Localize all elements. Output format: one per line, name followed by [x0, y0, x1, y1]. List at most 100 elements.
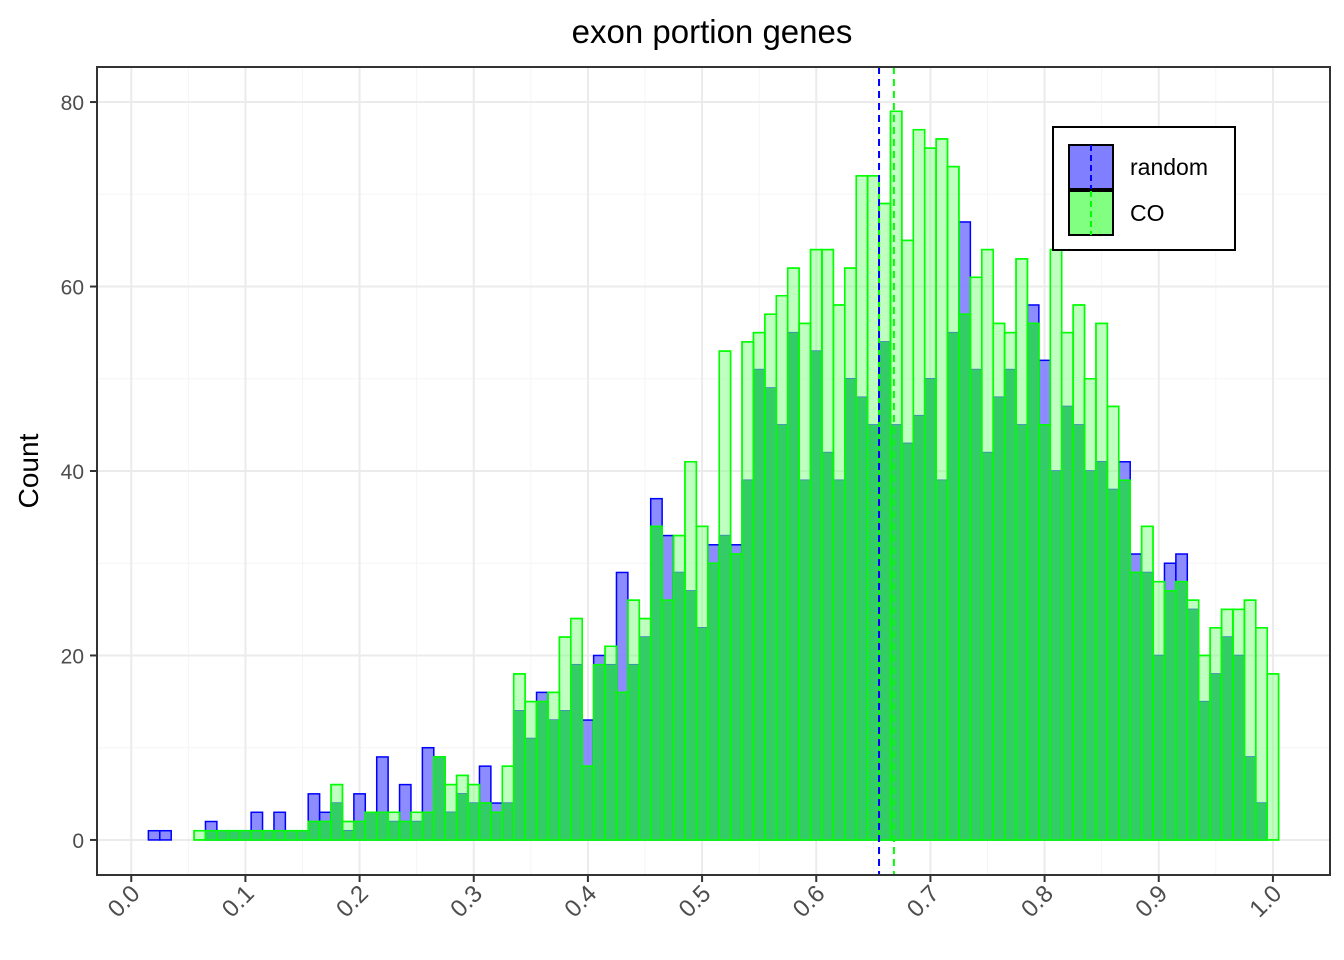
bar-overlap: [502, 803, 514, 840]
bar-overlap: [593, 664, 606, 840]
x-tick-label: 0.1: [217, 880, 260, 923]
bar-overlap: [947, 332, 959, 840]
bar-overlap: [251, 830, 263, 840]
bar-overlap: [879, 341, 891, 840]
y-tick-label: 80: [61, 92, 84, 115]
bar-overlap: [1175, 581, 1188, 840]
bar-co: [1266, 673, 1280, 841]
bar-overlap: [1153, 655, 1165, 840]
y-tick-label: 40: [61, 461, 84, 484]
bar-overlap: [867, 424, 880, 840]
y-tick-label: 0: [72, 830, 84, 853]
bar-overlap: [296, 830, 309, 840]
bar-overlap: [468, 803, 480, 840]
bar-overlap: [616, 692, 628, 840]
bar-overlap: [1073, 424, 1085, 840]
bar-outline-co: [330, 783, 344, 841]
bar-overlap: [570, 664, 583, 840]
x-tick-label: 0.9: [1130, 880, 1173, 923]
bar-overlap: [913, 415, 925, 840]
bar-overlap: [513, 710, 526, 840]
x-tick-label: 0.2: [331, 880, 374, 923]
bar-overlap: [650, 526, 663, 840]
legend-label-co: CO: [1130, 200, 1165, 226]
bar-overlap: [285, 830, 297, 840]
bar-overlap: [433, 756, 446, 840]
bar-overlap: [422, 812, 434, 840]
bar-overlap: [445, 812, 457, 840]
bar-overlap: [1016, 424, 1028, 840]
bar-overlap: [1164, 590, 1176, 840]
bar-overlap: [388, 821, 400, 840]
bar-overlap: [353, 821, 366, 840]
bar-overlap: [799, 480, 811, 840]
bar-overlap: [821, 452, 834, 840]
bar-overlap: [342, 830, 354, 840]
bar-overlap: [239, 830, 252, 840]
bar-outline-co: [1266, 673, 1280, 841]
x-tick-label: 0.6: [788, 880, 831, 923]
bar-overlap: [1130, 572, 1142, 840]
bar-overlap: [833, 480, 845, 840]
bar-overlap: [662, 600, 674, 840]
bar-overlap: [730, 554, 743, 840]
bar-overlap: [1095, 461, 1108, 840]
bar-overlap: [1244, 756, 1256, 840]
bar-overlap: [273, 830, 286, 840]
bar-outline-co: [570, 617, 583, 841]
bar-overlap: [753, 369, 765, 840]
bar-overlap: [924, 378, 937, 840]
bar-overlap: [376, 812, 389, 840]
bar-overlap: [582, 766, 594, 840]
bar-overlap: [696, 627, 708, 840]
bar-random: [147, 829, 161, 841]
bar-overlap: [764, 387, 777, 840]
y-tick-label: 20: [61, 645, 84, 668]
bar-overlap: [936, 480, 948, 840]
bar-overlap: [673, 572, 685, 840]
bar-overlap: [1141, 572, 1154, 840]
bar-overlap: [399, 821, 411, 840]
x-tick-label: 0.8: [1016, 880, 1059, 923]
bar-overlap: [627, 664, 640, 840]
bar-overlap: [205, 830, 217, 840]
bar-overlap: [605, 664, 617, 840]
bar-overlap: [1198, 701, 1211, 840]
bar-overlap: [684, 590, 697, 840]
chart-title: exon portion genes: [572, 13, 853, 50]
y-tick-label: 60: [61, 277, 84, 300]
bar-overlap: [1107, 489, 1119, 840]
bar-overlap: [1050, 471, 1062, 840]
bar-overlap: [490, 812, 503, 840]
bar-co: [193, 829, 207, 841]
bar-overlap: [365, 812, 377, 840]
bar-overlap: [742, 480, 754, 840]
bar-random: [159, 829, 172, 841]
bar-overlap: [559, 710, 571, 840]
bar-overlap: [707, 563, 720, 840]
bar-overlap: [1027, 323, 1039, 840]
x-tick-label: 0.7: [902, 880, 945, 923]
bar-overlap: [958, 314, 971, 840]
bar-overlap: [844, 378, 857, 840]
bar-overlap: [810, 351, 822, 840]
bar-overlap: [901, 443, 914, 840]
bar-overlap: [1255, 803, 1268, 840]
bar-overlap: [993, 397, 1005, 840]
bar-overlap: [1187, 609, 1199, 840]
bar-overlap: [981, 452, 994, 840]
x-tick-label: 0.0: [103, 880, 146, 923]
bar-overlap: [1038, 424, 1051, 840]
bar-overlap: [262, 830, 274, 840]
y-axis-label: Count: [13, 433, 44, 508]
bar-overlap: [525, 738, 537, 840]
bar-overlap: [1210, 673, 1222, 840]
bar-overlap: [216, 830, 229, 840]
bar-overlap: [228, 830, 240, 840]
bar-overlap: [331, 803, 343, 840]
x-tick-label: 0.5: [674, 880, 717, 923]
bar-overlap: [547, 720, 560, 840]
bar-overlap: [1232, 655, 1245, 840]
bar-overlap: [1118, 480, 1131, 840]
